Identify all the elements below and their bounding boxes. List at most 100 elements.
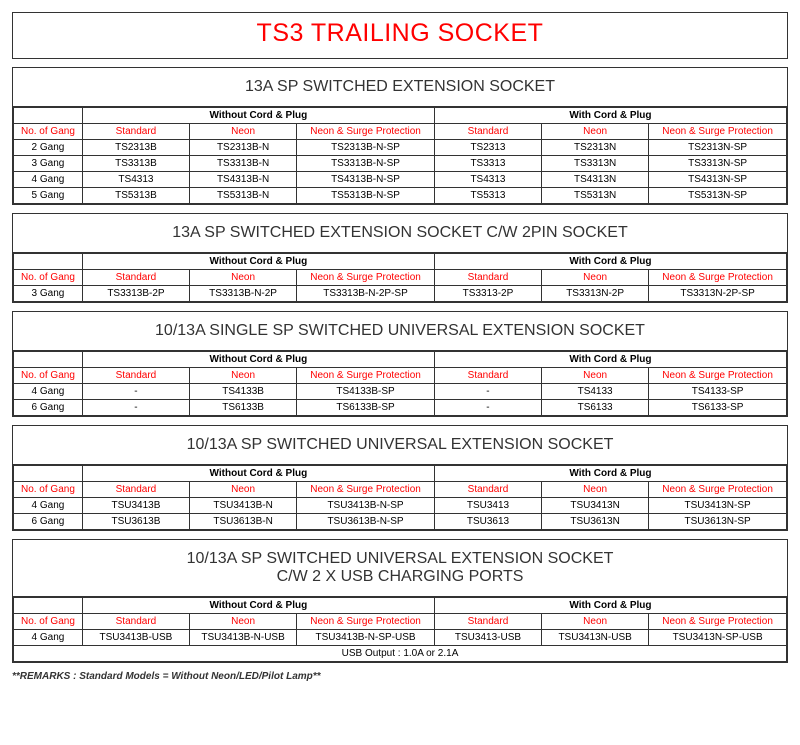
cell: TSU3613N-SP (649, 514, 787, 530)
col-neon: Neon (190, 614, 297, 630)
table-row: 4 GangTSU3413B-USBTSU3413B-N-USBTSU3413B… (14, 630, 787, 646)
col-std: Standard (434, 270, 541, 286)
cell: TSU3413 (434, 498, 541, 514)
col-std: Standard (82, 482, 189, 498)
cell: TS5313N-SP (649, 188, 787, 204)
cell: TS5313N (542, 188, 649, 204)
section-1-table: Without Cord & Plug With Cord & Plug No.… (13, 253, 787, 302)
col-nsp: Neon & Surge Protection (649, 482, 787, 498)
section-0: 13A SP SWITCHED EXTENSION SOCKET Without… (12, 67, 788, 205)
col-std: Standard (82, 614, 189, 630)
section-4-title: 10/13A SP SWITCHED UNIVERSAL EXTENSION S… (13, 540, 787, 597)
cell-gang: 6 Gang (14, 514, 83, 530)
section-2-title: 10/13A SINGLE SP SWITCHED UNIVERSAL EXTE… (13, 312, 787, 351)
cell: TS4133 (542, 384, 649, 400)
cell: TS4313B-N (190, 172, 297, 188)
col-neon: Neon (542, 368, 649, 384)
col-neon: Neon (542, 270, 649, 286)
group-with: With Cord & Plug (434, 466, 786, 482)
col-nsp: Neon & Surge Protection (297, 482, 435, 498)
section-3-title: 10/13A SP SWITCHED UNIVERSAL EXTENSION S… (13, 426, 787, 465)
main-title: TS3 TRAILING SOCKET (13, 13, 787, 58)
cell-gang: 5 Gang (14, 188, 83, 204)
col-gang: No. of Gang (14, 124, 83, 140)
table-group-row: Without Cord & Plug With Cord & Plug (14, 108, 787, 124)
col-std: Standard (82, 368, 189, 384)
cell: - (82, 400, 189, 416)
cell-gang: 4 Gang (14, 498, 83, 514)
cell: TS3313N (542, 156, 649, 172)
cell: TS2313N (542, 140, 649, 156)
table-row: 4 GangTSU3413BTSU3413B-NTSU3413B-N-SPTSU… (14, 498, 787, 514)
cell: - (82, 384, 189, 400)
table-row: 6 GangTSU3613BTSU3613B-NTSU3613B-N-SPTSU… (14, 514, 787, 530)
table-footer-row: USB Output : 1.0A or 2.1A (14, 646, 787, 662)
col-std: Standard (434, 614, 541, 630)
section-2-table: Without Cord & Plug With Cord & Plug No.… (13, 351, 787, 416)
cell: TSU3613 (434, 514, 541, 530)
cell: TS6133-SP (649, 400, 787, 416)
cell: TSU3613N (542, 514, 649, 530)
col-std: Standard (434, 482, 541, 498)
usb-output-note: USB Output : 1.0A or 2.1A (14, 646, 787, 662)
table-row: 4 Gang-TS4133BTS4133B-SP-TS4133TS4133-SP (14, 384, 787, 400)
cell: TS3313 (434, 156, 541, 172)
cell: TS3313-2P (434, 286, 541, 302)
col-neon: Neon (190, 270, 297, 286)
section-3-table: Without Cord & Plug With Cord & Plug No.… (13, 465, 787, 530)
col-nsp: Neon & Surge Protection (649, 368, 787, 384)
cell: TS5313B-N (190, 188, 297, 204)
col-nsp: Neon & Surge Protection (297, 124, 435, 140)
cell: TSU3413B-USB (82, 630, 189, 646)
table-col-header-row: No. of Gang Standard Neon Neon & Surge P… (14, 124, 787, 140)
cell: TS4313N (542, 172, 649, 188)
cell-gang: 3 Gang (14, 156, 83, 172)
group-without: Without Cord & Plug (82, 108, 434, 124)
cell: TSU3413B-N-SP-USB (297, 630, 435, 646)
cell: TS3313B-2P (82, 286, 189, 302)
cell: TS4133-SP (649, 384, 787, 400)
cell: TSU3413B-N-USB (190, 630, 297, 646)
cell: - (434, 384, 541, 400)
table-group-row: Without Cord & Plug With Cord & Plug (14, 254, 787, 270)
group-without: Without Cord & Plug (82, 352, 434, 368)
cell: TSU3413N-SP (649, 498, 787, 514)
cell: TS5313B (82, 188, 189, 204)
col-neon: Neon (542, 614, 649, 630)
col-gang: No. of Gang (14, 368, 83, 384)
cell: TS6133 (542, 400, 649, 416)
col-std: Standard (82, 124, 189, 140)
cell-gang: 6 Gang (14, 400, 83, 416)
cell: TS3313N-2P-SP (649, 286, 787, 302)
col-nsp: Neon & Surge Protection (297, 368, 435, 384)
section-4-title-line1: 10/13A SP SWITCHED UNIVERSAL EXTENSION S… (187, 550, 614, 567)
table-group-row: Without Cord & Plug With Cord & Plug (14, 598, 787, 614)
section-3: 10/13A SP SWITCHED UNIVERSAL EXTENSION S… (12, 425, 788, 531)
cell: TS3313B (82, 156, 189, 172)
table-row: 2 GangTS2313BTS2313B-NTS2313B-N-SPTS2313… (14, 140, 787, 156)
col-neon: Neon (190, 368, 297, 384)
section-0-title: 13A SP SWITCHED EXTENSION SOCKET (13, 68, 787, 107)
section-1-title: 13A SP SWITCHED EXTENSION SOCKET C/W 2PI… (13, 214, 787, 253)
section-4-title-line2: C/W 2 X USB CHARGING PORTS (13, 568, 787, 586)
table-col-header-row: No. of Gang Standard Neon Neon & Surge P… (14, 482, 787, 498)
cell: TS2313B (82, 140, 189, 156)
table-col-header-row: No. of Gang Standard Neon Neon & Surge P… (14, 270, 787, 286)
cell-gang: 4 Gang (14, 172, 83, 188)
remarks-note: **REMARKS : Standard Models = Without Ne… (12, 671, 788, 682)
cell: TS3313B-N-2P (190, 286, 297, 302)
col-nsp: Neon & Surge Protection (649, 614, 787, 630)
table-row: 5 GangTS5313BTS5313B-NTS5313B-N-SPTS5313… (14, 188, 787, 204)
cell: TSU3413N-USB (542, 630, 649, 646)
table-row: 4 GangTS4313TS4313B-NTS4313B-N-SPTS4313T… (14, 172, 787, 188)
col-nsp: Neon & Surge Protection (297, 270, 435, 286)
cell: TS3313N-2P (542, 286, 649, 302)
group-without: Without Cord & Plug (82, 466, 434, 482)
group-without: Without Cord & Plug (82, 254, 434, 270)
table-group-row: Without Cord & Plug With Cord & Plug (14, 352, 787, 368)
cell-gang: 4 Gang (14, 630, 83, 646)
col-neon: Neon (190, 482, 297, 498)
cell: TSU3613B-N-SP (297, 514, 435, 530)
cell: TS3313N-SP (649, 156, 787, 172)
cell-gang: 3 Gang (14, 286, 83, 302)
